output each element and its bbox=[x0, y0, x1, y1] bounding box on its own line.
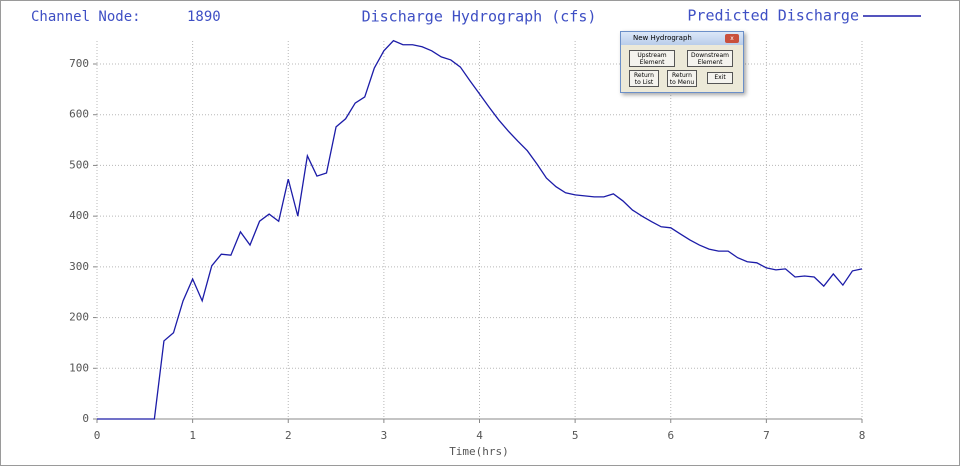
legend-label: Predicted Discharge bbox=[687, 7, 859, 25]
dialog: New Hydrograph x Upstream Element Downstrea… bbox=[620, 31, 744, 93]
button-label: Upstream bbox=[637, 52, 667, 59]
x-tick-label: 8 bbox=[859, 429, 866, 442]
y-tick-label: 700 bbox=[69, 57, 89, 70]
chart-title: Discharge Hydrograph (cfs) bbox=[362, 8, 597, 26]
button-label: Return bbox=[672, 72, 692, 79]
x-tick-label: 2 bbox=[285, 429, 292, 442]
x-axis-label: Time(hrs) bbox=[449, 445, 509, 458]
y-tick-label: 500 bbox=[69, 158, 89, 171]
x-tick-label: 3 bbox=[381, 429, 388, 442]
dialog-title: New Hydrograph bbox=[633, 34, 692, 42]
button-label: Element bbox=[697, 59, 723, 66]
close-button[interactable]: x bbox=[725, 34, 739, 43]
x-tick-label: 5 bbox=[572, 429, 579, 442]
dialog-button[interactable]: Downstream Element bbox=[687, 50, 733, 67]
y-tick-label: 100 bbox=[69, 361, 89, 374]
dialog-button[interactable]: Return to List bbox=[629, 70, 659, 87]
y-tick-label: 400 bbox=[69, 209, 89, 222]
button-label: Exit bbox=[714, 74, 726, 81]
dialog-titlebar: New Hydrograph x bbox=[621, 32, 743, 45]
dialog-button[interactable]: Upstream Element bbox=[629, 50, 675, 67]
y-tick-label: 200 bbox=[69, 311, 89, 324]
y-tick-label: 300 bbox=[69, 260, 89, 273]
data-line bbox=[97, 39, 863, 420]
button-label: Element bbox=[639, 59, 665, 66]
x-tick-label: 6 bbox=[667, 429, 674, 442]
node-label: Channel Node: bbox=[31, 9, 141, 25]
y-tick-label: 0 bbox=[82, 412, 89, 425]
button-label: Return bbox=[634, 72, 654, 79]
x-tick-label: 4 bbox=[476, 429, 483, 442]
x-tick-label: 1 bbox=[189, 429, 196, 442]
x-tick-label: 7 bbox=[763, 429, 770, 442]
button-label: to Menu bbox=[669, 79, 695, 86]
button-label: to List bbox=[634, 79, 654, 86]
x-tick-label: 0 bbox=[94, 429, 101, 442]
button-label: Downstream bbox=[690, 52, 730, 59]
y-tick-label: 600 bbox=[69, 108, 89, 121]
dialog-button[interactable]: Return to Menu bbox=[667, 70, 697, 87]
node-value: 1890 bbox=[187, 9, 221, 25]
dialog-button[interactable]: Exit bbox=[707, 72, 733, 84]
